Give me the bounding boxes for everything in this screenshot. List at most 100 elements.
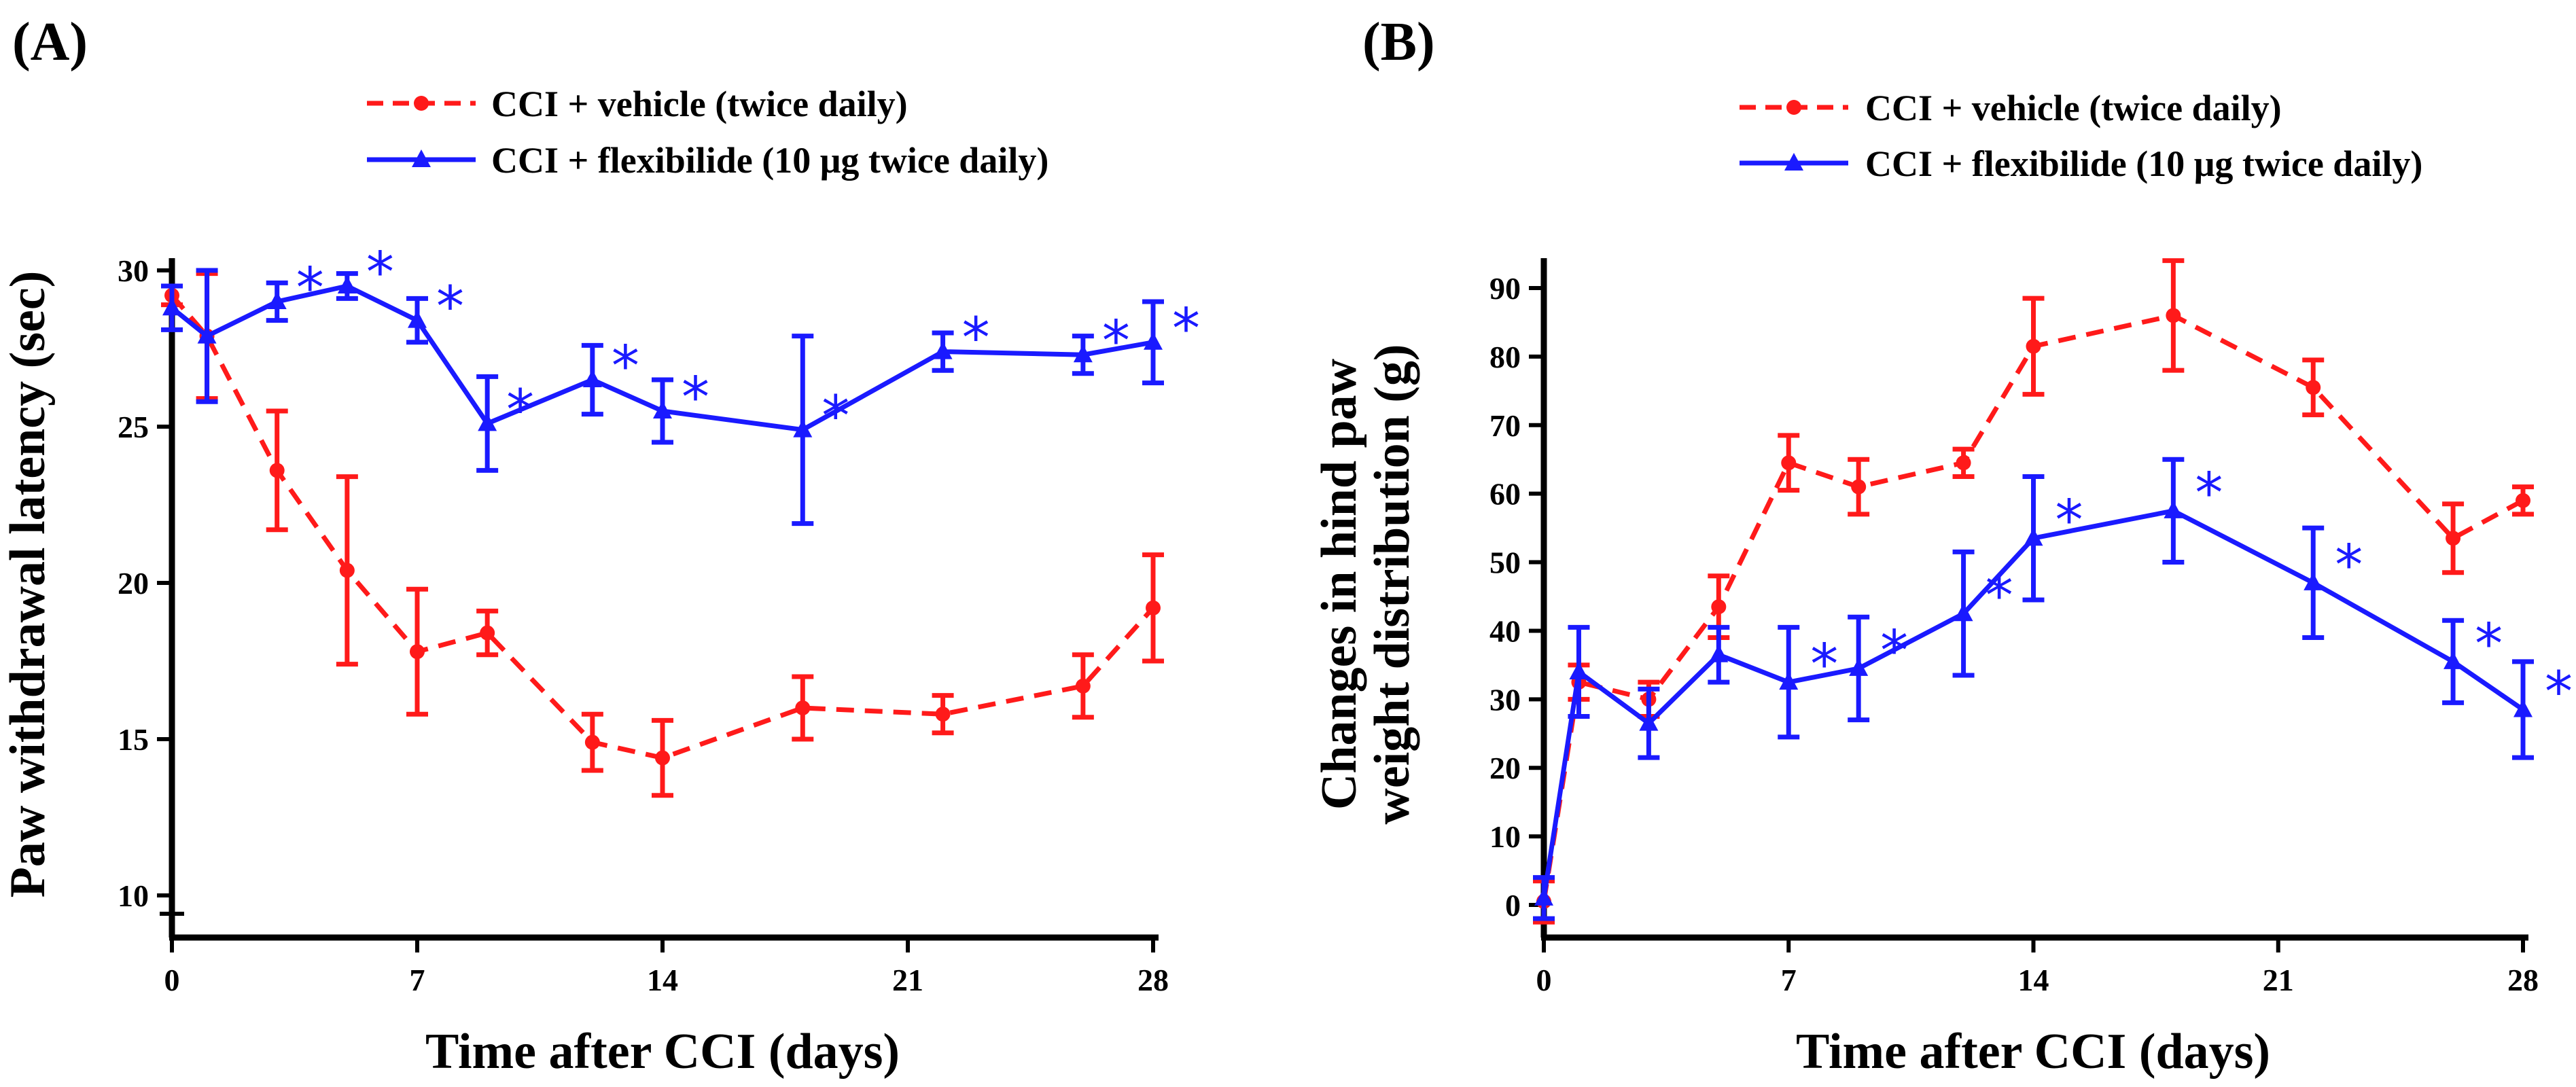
data-point [1849,658,1869,676]
legend-marker [1786,100,1801,115]
data-point [2443,651,2463,669]
series-line [1541,508,2524,899]
x-tick-label: 14 [647,963,678,997]
x-tick-label: 28 [1137,963,1169,997]
data-point [1569,661,1589,679]
data-point [655,750,670,766]
data-point [1534,887,1553,906]
data-point [1779,672,1799,690]
data-point [653,401,672,418]
data-point [935,707,951,722]
series-line [170,293,1155,761]
y-axis-title: Paw withdrawal latency (sec) [0,271,56,898]
data-point [410,644,425,660]
legend-label: CCI + vehicle (twice daily) [491,84,908,124]
significance-star: * [1986,564,2013,628]
y-tick-label: 10 [118,878,149,913]
significance-star: * [2055,488,2083,553]
x-tick-label: 21 [892,963,923,997]
series-line [170,283,1154,433]
significance-star: * [1172,297,1200,361]
data-point [1075,678,1091,694]
x-tick-label: 7 [1781,963,1797,997]
data-point [1851,479,1867,495]
y-tick-label: 25 [118,410,149,444]
significance-star: * [436,275,464,340]
x-tick-label: 21 [2263,963,2294,997]
data-point [1954,603,1973,622]
x-tick-label: 28 [2507,963,2539,997]
significance-star: * [2335,533,2363,598]
y-tick-label: 90 [1489,271,1521,306]
y-tick-label: 30 [1489,682,1521,717]
significance-star: * [2195,461,2223,526]
data-point [1709,644,1729,662]
significance-star: * [682,366,709,430]
significance-star: * [1102,309,1130,374]
data-point [2026,338,2041,354]
y-axis-title-line: weight distribution (g) [1364,344,1420,824]
legend-label: CCI + vehicle (twice daily) [1865,88,2282,128]
data-point [584,734,600,750]
data-point [2446,531,2461,546]
data-point [162,298,181,316]
data-point [480,625,495,641]
panel-label: (A) [12,12,88,72]
data-point [197,325,217,344]
data-point [2024,528,2043,546]
data-point [408,310,427,328]
data-point [2164,500,2183,518]
panel-b: (B) 0 10 20 30 40 50 60 70 80 90 0 7 14 21 28 Time after… [1311,12,2573,1080]
data-point [582,370,602,387]
data-point [1639,713,1659,731]
y-tick-label: 60 [1489,477,1521,512]
significance-star: * [1880,619,1908,683]
data-point [793,419,813,438]
data-point [337,276,357,293]
significance-star: * [2475,612,2503,677]
significance-star: * [506,378,534,442]
significance-star: * [822,385,849,449]
y-tick-label: 20 [1489,751,1521,785]
data-point [2304,572,2323,590]
y-tick-label: 0 [1505,888,1521,923]
x-tick-label: 0 [164,963,180,997]
data-point [1781,455,1797,471]
legend-marker [414,96,429,111]
data-point [1144,332,1163,350]
y-tick-label: 15 [118,722,149,757]
legend-label: CCI + flexibilide (10 μg twice daily) [1865,143,2422,184]
x-axis-title: Time after CCI (days) [1796,1024,2270,1080]
data-point [1956,455,1971,471]
significance-star: * [1810,632,1838,697]
legend-marker [412,149,431,167]
x-tick-label: 0 [1536,963,1552,997]
data-point [2166,308,2181,323]
x-axis-title: Time after CCI (days) [425,1024,900,1080]
y-tick-label: 10 [1489,819,1521,854]
data-point [269,463,285,478]
significance-star: * [962,306,990,371]
data-point [2306,380,2321,395]
y-tick-label: 40 [1489,613,1521,648]
panel-label: (B) [1362,12,1435,72]
series-line [1541,313,2524,902]
y-tick-label: 30 [118,253,149,288]
y-tick-label: 20 [118,566,149,601]
significance-star: * [296,256,324,321]
data-point [339,563,355,578]
data-point [2513,699,2533,717]
significance-star: * [366,240,394,305]
y-tick-label: 70 [1489,408,1521,443]
data-point [2516,493,2530,508]
data-point [1073,344,1093,363]
data-point [1146,600,1161,616]
data-point [267,291,287,309]
legend-label: CCI + flexibilide (10 μg twice daily) [491,140,1048,181]
panel-a: (A) 10 15 20 25 30 0 7 14 21 28 Time after CCI (day… [0,12,1200,1080]
y-axis-title-line: Changes in hind paw [1311,358,1367,810]
legend-marker [1784,153,1803,171]
y-tick-label: 50 [1489,546,1521,580]
x-tick-label: 14 [2018,963,2049,997]
